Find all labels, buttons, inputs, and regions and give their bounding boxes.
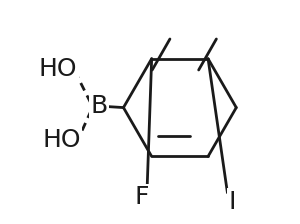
Text: B: B [91,95,108,118]
Text: HO: HO [39,57,77,81]
Text: F: F [134,185,149,209]
Text: I: I [228,190,236,214]
Text: HO: HO [42,128,81,152]
